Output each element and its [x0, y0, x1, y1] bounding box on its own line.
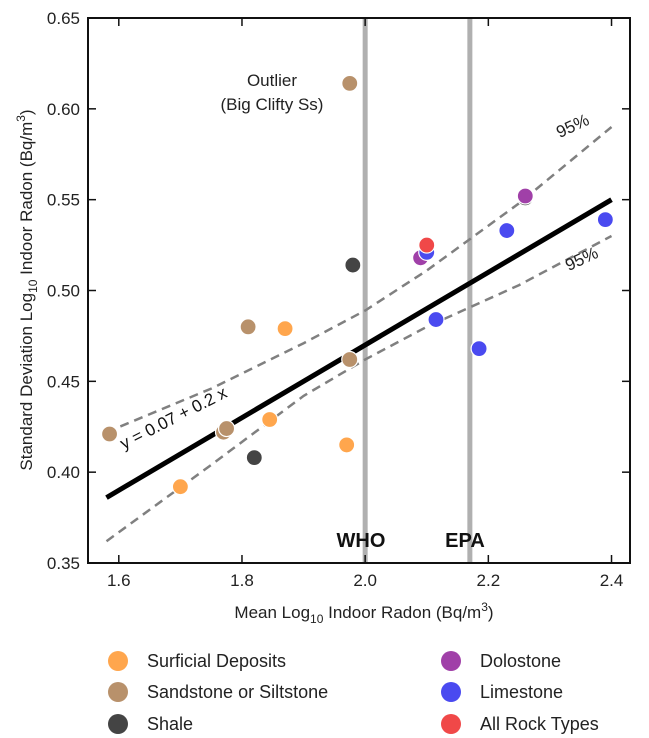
reference-lines	[362, 18, 473, 563]
point-sandstone-or-siltstone-4	[341, 350, 359, 369]
y-tick-label-0: 0.35	[47, 554, 80, 573]
legend-marker-right-2	[441, 714, 461, 734]
point-all-rock-types-0	[418, 236, 436, 254]
point-surficial-deposits-2	[261, 410, 279, 429]
point-limestone-1	[427, 310, 445, 329]
x-tick-label-1: 1.8	[230, 571, 254, 590]
y-tick-label-1: 0.40	[47, 463, 80, 482]
confidence-lower-label: 95%	[562, 243, 601, 275]
legend-label-right-1: Limestone	[480, 682, 563, 702]
legend-label-left-1: Sandstone or Siltstone	[147, 682, 328, 702]
point-sandstone-or-siltstone-3	[217, 419, 236, 438]
point-shale-1	[344, 256, 362, 274]
point-sandstone-or-siltstone-0	[100, 425, 119, 443]
legend-label-left-2: Shale	[147, 714, 193, 734]
point-surficial-deposits-0	[171, 478, 189, 496]
point-sandstone-or-siltstone-1	[239, 318, 257, 336]
plot-frame	[87, 17, 631, 564]
legend-label-left-0: Surficial Deposits	[147, 651, 286, 671]
point-shale-0	[245, 449, 263, 467]
y-tick-label-4: 0.55	[47, 191, 80, 210]
legend-label-right-0: Dolostone	[480, 651, 561, 671]
x-tick-label-0: 1.6	[107, 571, 131, 590]
legend-marker-left-2	[108, 714, 128, 734]
who-line-label: WHO	[337, 530, 386, 552]
confidence-upper-curve	[106, 126, 613, 434]
legend-marker-right-1	[441, 682, 461, 702]
point-limestone-3	[498, 221, 516, 240]
confidence-lower-curve	[105, 234, 613, 543]
point-dolostone-1	[516, 187, 534, 205]
epa-line-label: EPA	[445, 530, 485, 552]
data-points	[100, 74, 614, 496]
regression-line	[105, 197, 613, 500]
legend: Surficial Deposits Sandstone or Siltstone…	[108, 651, 599, 734]
legend-marker-left-0	[108, 651, 128, 671]
outlier-annotation-line1: Outlier	[247, 71, 297, 90]
regression-fit-line	[105, 197, 613, 500]
point-sandstone-or-siltstone-5	[341, 74, 359, 93]
y-tick-label-5: 0.60	[47, 100, 80, 119]
y-tick-label-3: 0.50	[47, 282, 80, 301]
x-axis-title: Mean Log10 Indoor Radon (Bq/m3)	[234, 600, 493, 626]
point-limestone-4	[596, 211, 614, 229]
x-tick-label-2: 2.0	[353, 571, 377, 590]
legend-label-right-2: All Rock Types	[480, 714, 599, 734]
point-limestone-2	[470, 340, 488, 358]
y-tick-label-2: 0.45	[47, 372, 80, 391]
regression-equation: y = 0.07 + 0.2 x	[117, 383, 230, 453]
x-tick-label-4: 2.4	[600, 571, 624, 590]
confidence-upper-label: 95%	[553, 110, 592, 142]
y-tick-label-6: 0.65	[47, 9, 80, 28]
y-axis-title: Standard Deviation Log10 Indoor Radon (B…	[14, 109, 40, 470]
point-surficial-deposits-1	[276, 320, 294, 338]
point-surficial-deposits-3	[338, 436, 356, 454]
chart-text: Outlier (Big Clifty Ss) 95% 95% y = 0.07…	[14, 71, 601, 626]
legend-marker-left-1	[108, 682, 128, 702]
outlier-annotation-line2: (Big Clifty Ss)	[221, 95, 324, 114]
legend-marker-right-0	[441, 651, 461, 671]
axes: 1.6 1.8 2.0 2.2 2.4 0.35 0.40 0.45 0.50 0.55 0.60 0…	[47, 9, 631, 590]
x-tick-label-3: 2.2	[477, 571, 501, 590]
